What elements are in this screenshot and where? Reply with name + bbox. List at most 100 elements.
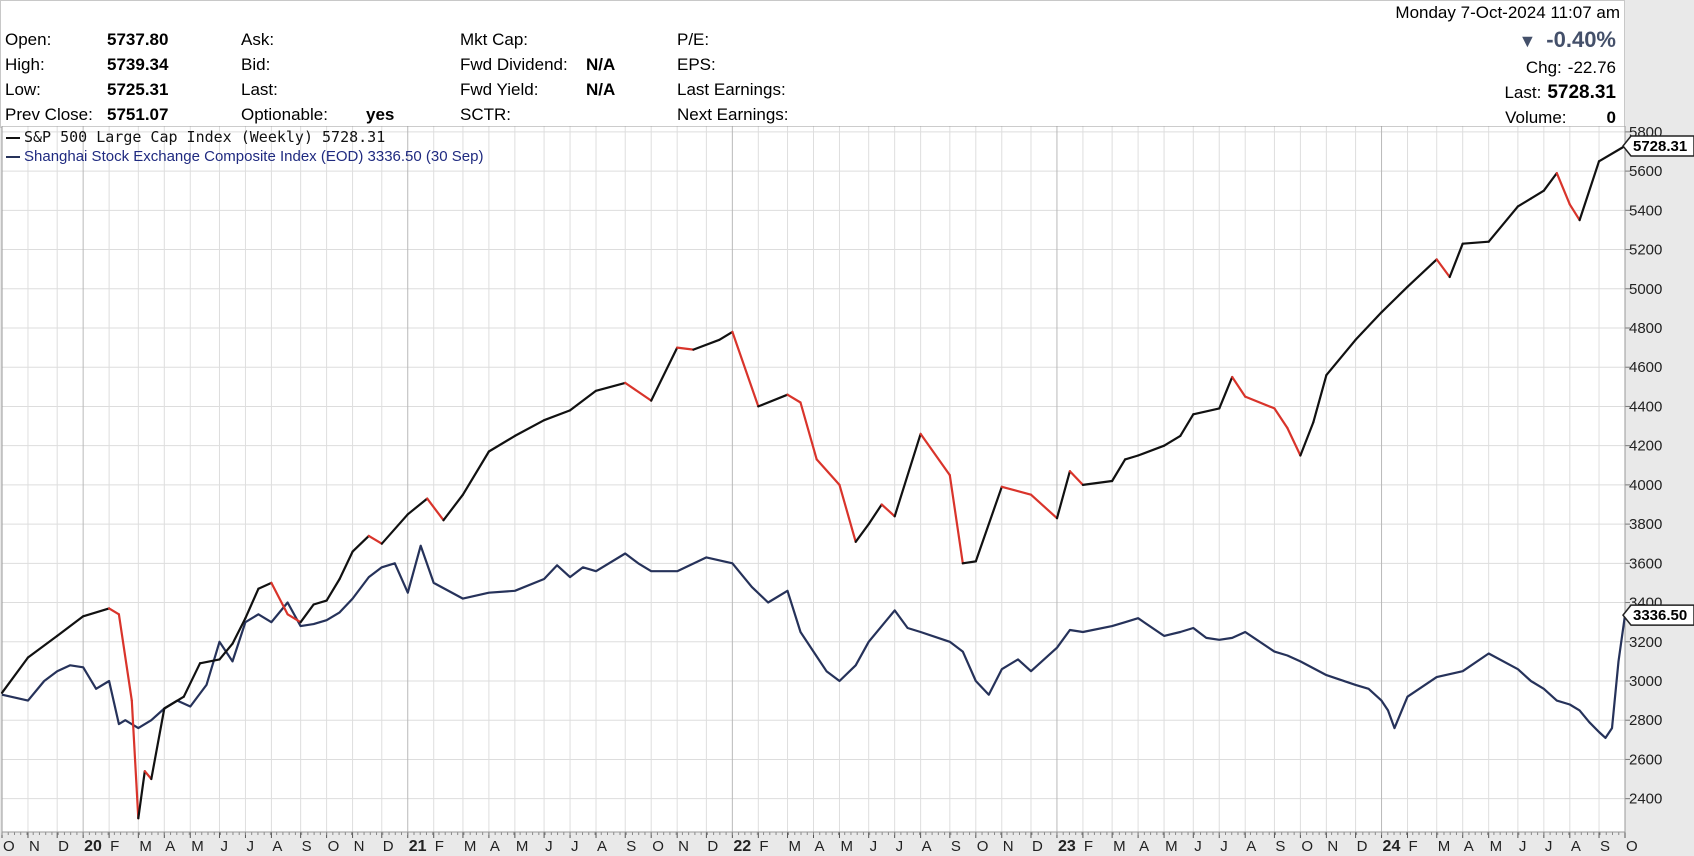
quote-label: EPS: xyxy=(677,55,716,74)
x-tick-label: D xyxy=(383,838,394,855)
x-tick-label: D xyxy=(1357,838,1368,855)
quote-row-open: Open: 5737.80 xyxy=(5,27,205,52)
series-segment-sp500 xyxy=(650,346,679,402)
legend-item-shanghai: Shanghai Stock Exchange Composite Index … xyxy=(6,147,483,166)
series-segment-sp500 xyxy=(542,409,572,422)
quote-label: Mkt Cap: xyxy=(460,30,529,49)
series-segment-sp500 xyxy=(1435,258,1451,279)
series-segment-sp500 xyxy=(1406,258,1438,288)
series-segment-sp500 xyxy=(1218,375,1234,410)
quote-row-last: Last: xyxy=(241,77,441,102)
x-tick-label: O xyxy=(1301,838,1313,855)
x-tick-label: F xyxy=(1409,838,1418,855)
y-tick-label: 4400 xyxy=(1629,398,1662,415)
quote-row-ask: Ask: xyxy=(241,27,441,52)
series-segment-sp500 xyxy=(1529,189,1545,200)
x-tick-label: S xyxy=(1275,838,1285,855)
x-tick-label: O xyxy=(977,838,989,855)
legend-swatch xyxy=(6,136,20,139)
quote-col-prices: Open: 5737.80 High: 5739.34 Low: 5725.31 Pr… xyxy=(5,27,205,127)
series-segment-sp500 xyxy=(231,617,247,645)
series-line-shanghai xyxy=(1,544,1627,740)
series-segment-sp500 xyxy=(1231,375,1247,398)
plot-border xyxy=(1,126,1626,833)
y-axis-strip xyxy=(1625,126,1694,856)
quote-value: 5739.34 xyxy=(107,55,169,74)
x-tick-label: D xyxy=(1032,838,1043,855)
series-segment-sp500 xyxy=(692,338,721,351)
quote-label: P/E: xyxy=(677,30,710,49)
last-value-label: 3336.50 xyxy=(1633,607,1687,624)
quote-value: N/A xyxy=(586,55,616,74)
series-segment-sp500 xyxy=(1448,242,1464,279)
series-segment-sp500 xyxy=(1354,311,1383,341)
series-segment-sp500 xyxy=(1597,144,1627,163)
x-tick-label: J xyxy=(1545,838,1553,855)
series-segment-sp500 xyxy=(1162,434,1182,447)
quote-label: Last: xyxy=(241,80,278,99)
x-tick-label: J xyxy=(246,838,254,855)
y-tick-label: 4800 xyxy=(1629,320,1662,337)
chart-legend: S&P 500 Large Cap Index (Weekly) 5728.31… xyxy=(6,128,483,166)
series-segment-sp500 xyxy=(351,534,370,553)
x-tick-label: J xyxy=(1194,838,1202,855)
quote-label: Optionable: xyxy=(241,105,328,124)
quote-value: yes xyxy=(366,105,395,124)
y-tick-label: 2600 xyxy=(1629,751,1662,768)
x-tick-label: O xyxy=(1626,838,1638,855)
quote-col-fundamentals: Mkt Cap: Fwd Dividend: N/A Fwd Yield: N/A … xyxy=(460,27,660,127)
x-tick-label: O xyxy=(3,838,15,855)
quote-value: 5725.31 xyxy=(107,80,169,99)
series-segment-sp500 xyxy=(594,381,627,392)
price-chart[interactable]: 2400260028003000320034003600380040004200… xyxy=(0,126,1694,856)
quote-col-earnings: P/E: EPS: Last Earnings: Next Earnings: xyxy=(677,27,877,127)
x-tick-label: M xyxy=(1490,838,1503,855)
series-segment-sp500 xyxy=(880,503,896,518)
quote-row-pe: P/E: xyxy=(677,27,877,52)
series-segment-sp500 xyxy=(244,587,260,620)
series-segment-sp500 xyxy=(1542,171,1558,192)
x-tick-label: A xyxy=(272,838,282,855)
quote-label: Bid: xyxy=(241,55,271,74)
series-segment-sp500 xyxy=(893,432,922,518)
quote-row-next-earnings: Next Earnings: xyxy=(677,102,877,127)
quote-value: 5728.31 xyxy=(1547,82,1616,103)
quote-label: Volume: xyxy=(1505,108,1567,127)
quote-row-sctr: SCTR: xyxy=(460,102,660,127)
series-segment-sp500 xyxy=(286,613,302,624)
series-segment-sp500 xyxy=(718,330,734,341)
quote-value: N/A xyxy=(586,80,616,99)
x-tick-label: M xyxy=(840,838,853,855)
x-tick-label: N xyxy=(1003,838,1014,855)
x-tick-label: M xyxy=(1438,838,1451,855)
y-tick-label: 5200 xyxy=(1629,242,1662,259)
x-tick-label: A xyxy=(1139,838,1149,855)
quote-label: High: xyxy=(5,55,45,74)
down-triangle-icon: ▼ xyxy=(1518,31,1537,51)
x-tick-label: M xyxy=(464,838,477,855)
series-segment-sp500 xyxy=(1110,458,1127,483)
x-tick-label: S xyxy=(951,838,961,855)
series-segment-sp500 xyxy=(1555,171,1571,206)
pct-change-value: -0.40% xyxy=(1546,27,1616,52)
series-segment-sp500 xyxy=(150,707,166,781)
x-tick-label: O xyxy=(652,838,664,855)
last-value-tag-shanghai: 3336.50 xyxy=(1622,604,1694,626)
series-segment-sp500 xyxy=(1000,485,1033,496)
quote-value: -22.76 xyxy=(1567,58,1616,77)
series-segment-sp500 xyxy=(1081,479,1114,486)
x-tick-label: M xyxy=(1165,838,1178,855)
x-tick-label: 21 xyxy=(409,838,427,855)
quote-label: Prev Close: xyxy=(5,105,93,124)
x-tick-label: A xyxy=(165,838,175,855)
series-segment-sp500 xyxy=(1568,203,1581,222)
series-segment-sp500 xyxy=(270,581,289,616)
series-segment-sp500 xyxy=(815,458,841,486)
series-segment-sp500 xyxy=(1312,374,1328,424)
x-tick-label: N xyxy=(354,838,365,855)
series-segment-sp500 xyxy=(461,450,490,496)
series-segment-sp500 xyxy=(731,330,760,408)
x-tick-label: D xyxy=(707,838,718,855)
pct-change: ▼ -0.40% xyxy=(1376,25,1616,55)
quote-label: Last Earnings: xyxy=(677,80,786,99)
